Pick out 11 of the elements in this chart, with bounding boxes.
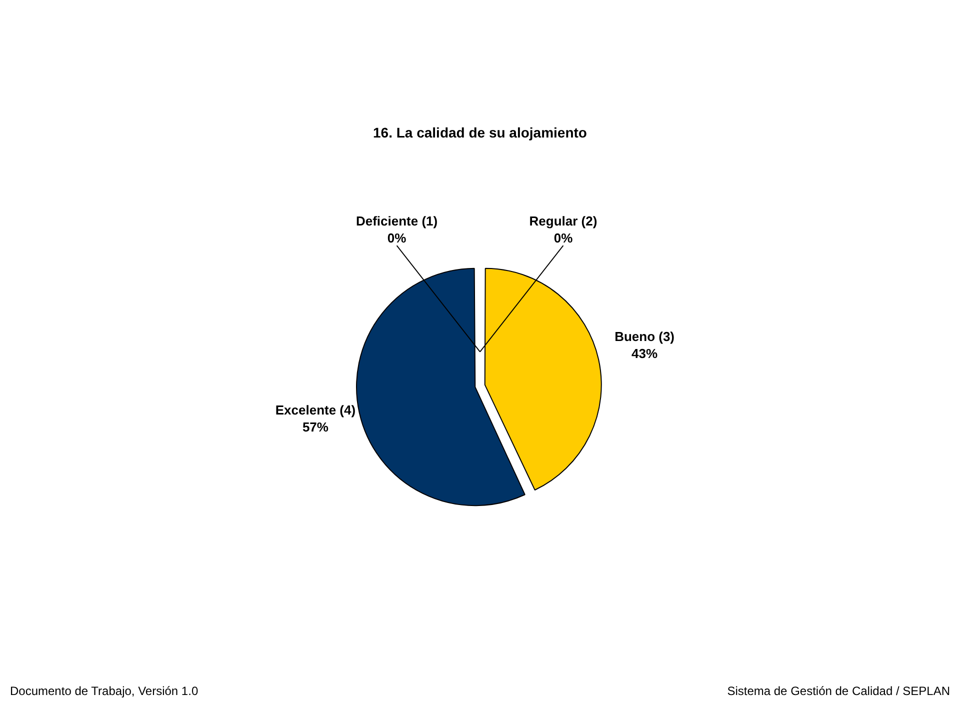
category-label: Regular (2)	[529, 214, 598, 229]
text: Sistema de Gestión de Calidad / SEPLAN	[727, 684, 950, 698]
category-label: Deficiente (1)	[356, 214, 438, 229]
slice-label: Excelente (4)	[275, 402, 356, 418]
data-label: 43%	[632, 346, 658, 362]
slice-label: Bueno (3)	[614, 329, 675, 344]
data-label: 57%	[302, 420, 329, 435]
text: 0%	[387, 230, 406, 246]
chart-title: 16. La calidad de su alojamiento	[373, 124, 587, 140]
text: 0%	[554, 230, 573, 246]
text: Documento de Trabajo, Versión 1.0	[10, 684, 198, 698]
